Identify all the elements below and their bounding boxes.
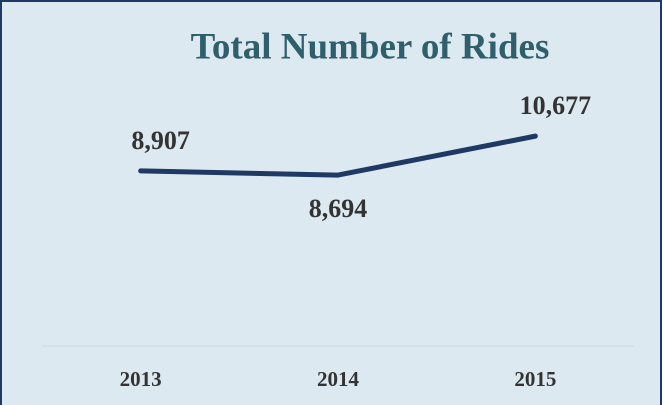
- chart-title: Total Number of Rides: [191, 26, 550, 67]
- x-tick-label: 2015: [514, 367, 556, 391]
- data-label: 8,694: [309, 194, 368, 223]
- line: [138, 133, 538, 178]
- data-label: 8,907: [131, 126, 190, 155]
- x-tick-label: 2013: [120, 367, 162, 391]
- x-tick-label: 2014: [317, 367, 360, 391]
- data-label: 10,677: [520, 91, 592, 120]
